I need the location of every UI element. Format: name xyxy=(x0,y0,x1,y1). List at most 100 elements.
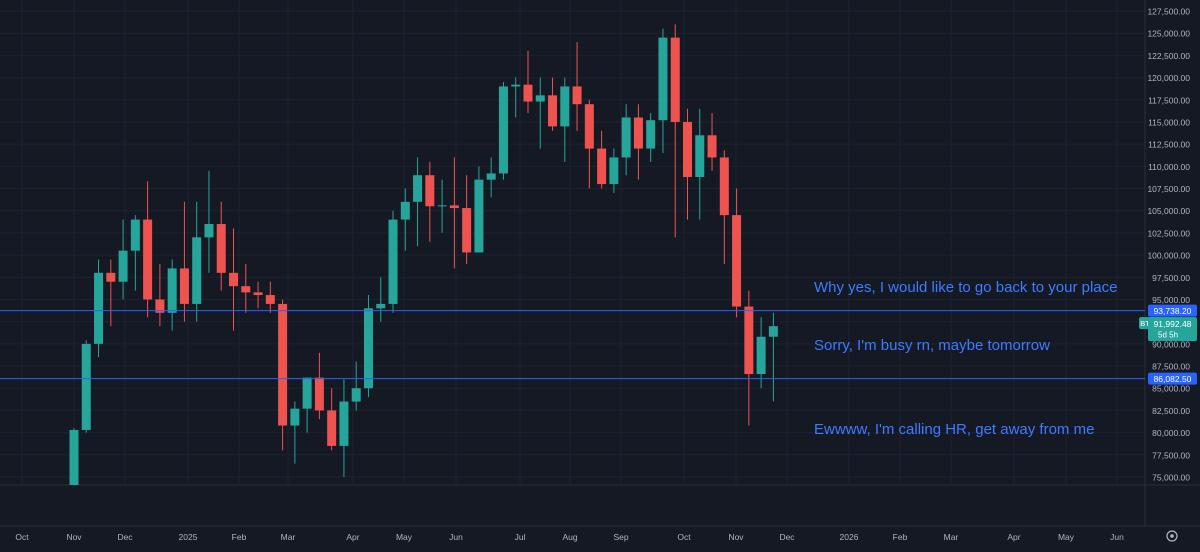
candle[interactable] xyxy=(400,188,410,251)
candle-body xyxy=(376,303,386,309)
price-axis[interactable]: 75,000.00 77,500.00 80,000.00 82,500.00 85,0… xyxy=(1139,7,1197,483)
candle[interactable] xyxy=(388,210,398,313)
candle[interactable] xyxy=(314,352,324,420)
y-tick-label: 100,000.00 xyxy=(1147,251,1190,261)
x-tick-label: Mar xyxy=(944,532,959,542)
candle[interactable] xyxy=(535,77,545,149)
x-tick-label: Feb xyxy=(893,532,908,542)
level-lines-layer[interactable] xyxy=(0,310,1145,380)
candle[interactable] xyxy=(179,201,189,322)
y-tick-label: 90,000.00 xyxy=(1152,339,1190,349)
candle[interactable] xyxy=(462,175,472,264)
y-tick-label: 122,500.00 xyxy=(1147,51,1190,61)
candle[interactable] xyxy=(449,157,459,269)
x-tick-label: Oct xyxy=(677,532,691,542)
candle[interactable] xyxy=(633,104,643,180)
candle[interactable] xyxy=(278,299,288,451)
candle[interactable] xyxy=(707,113,717,171)
x-tick-label: 2026 xyxy=(840,532,859,542)
candle[interactable] xyxy=(229,228,239,331)
candle-body xyxy=(241,286,251,293)
candle[interactable] xyxy=(584,99,594,189)
chart-annotation-text: Sorry, I'm busy rn, maybe tomorrow xyxy=(814,337,1050,354)
y-tick-label: 105,000.00 xyxy=(1147,206,1190,216)
candle[interactable] xyxy=(192,201,202,322)
candle[interactable] xyxy=(511,77,521,118)
candles-layer[interactable] xyxy=(69,24,778,485)
candle[interactable] xyxy=(621,104,631,176)
candle[interactable] xyxy=(204,170,214,273)
candle[interactable] xyxy=(81,340,91,433)
candle[interactable] xyxy=(94,259,104,358)
candle[interactable] xyxy=(118,219,128,300)
candle[interactable] xyxy=(732,188,742,318)
candle[interactable] xyxy=(548,77,558,131)
candle[interactable] xyxy=(376,277,386,322)
candle-body xyxy=(339,401,349,446)
level-price-badge xyxy=(1148,372,1197,385)
x-tick-label: Nov xyxy=(728,532,744,542)
candle[interactable] xyxy=(351,361,361,411)
candle-body xyxy=(143,219,153,300)
y-tick-label: 110,000.00 xyxy=(1148,162,1190,172)
bar-countdown-label: 5d 5h xyxy=(1158,331,1178,340)
candle[interactable] xyxy=(597,130,607,189)
candle[interactable] xyxy=(768,312,778,402)
candle[interactable] xyxy=(658,28,668,154)
last-price-label: 91,992.48 xyxy=(1154,319,1192,329)
candle-body xyxy=(670,37,680,122)
candle[interactable] xyxy=(265,281,275,313)
candle[interactable] xyxy=(413,157,423,247)
candle[interactable] xyxy=(425,161,435,242)
candle[interactable] xyxy=(106,259,116,327)
candle[interactable] xyxy=(572,42,582,131)
annotations-layer: Why yes, I would like to go back to your… xyxy=(814,279,1117,438)
candle[interactable] xyxy=(363,295,373,398)
candle[interactable] xyxy=(290,401,300,464)
y-tick-label: 82,500.00 xyxy=(1152,406,1190,416)
candle[interactable] xyxy=(130,215,140,291)
candle[interactable] xyxy=(437,179,447,233)
candle[interactable] xyxy=(756,317,766,389)
candle[interactable] xyxy=(143,181,153,318)
candle[interactable] xyxy=(670,24,680,238)
candle[interactable] xyxy=(327,388,337,451)
x-tick-label: Sep xyxy=(613,532,628,542)
gear-icon[interactable] xyxy=(1166,530,1178,542)
candle-body xyxy=(572,86,582,105)
candle[interactable] xyxy=(241,263,251,313)
candle[interactable] xyxy=(155,263,165,327)
candle-body xyxy=(646,120,656,149)
candle[interactable] xyxy=(498,82,508,180)
candle-body xyxy=(744,306,754,375)
candle-body xyxy=(106,272,116,282)
candle[interactable] xyxy=(339,379,349,477)
candle[interactable] xyxy=(69,428,79,485)
candle[interactable] xyxy=(719,150,729,264)
candle[interactable] xyxy=(609,148,619,193)
candle[interactable] xyxy=(744,290,754,426)
candle[interactable] xyxy=(523,50,533,114)
candle-body xyxy=(437,205,447,207)
candle[interactable] xyxy=(216,201,226,291)
y-tick-label: 127,500.00 xyxy=(1147,7,1190,17)
candle[interactable] xyxy=(695,108,705,220)
x-tick-label: May xyxy=(1058,532,1075,542)
candle[interactable] xyxy=(560,77,570,162)
candle[interactable] xyxy=(474,166,484,253)
candle[interactable] xyxy=(253,281,263,309)
candle-body xyxy=(658,37,668,121)
candle[interactable] xyxy=(646,113,656,162)
y-tick-label: 115,000.00 xyxy=(1148,117,1190,127)
candle[interactable] xyxy=(302,377,312,433)
candle-body xyxy=(388,219,398,304)
candle[interactable] xyxy=(486,157,496,198)
candle[interactable] xyxy=(683,108,692,220)
x-tick-label: Dec xyxy=(117,532,133,542)
y-tick-label: 75,000.00 xyxy=(1152,473,1190,483)
candle-body xyxy=(683,121,692,177)
time-axis[interactable]: Oct Nov Dec 2025 Feb Mar Apr May Jun Jul Aug Sep Oct… xyxy=(15,530,1178,542)
candle[interactable] xyxy=(167,259,177,331)
